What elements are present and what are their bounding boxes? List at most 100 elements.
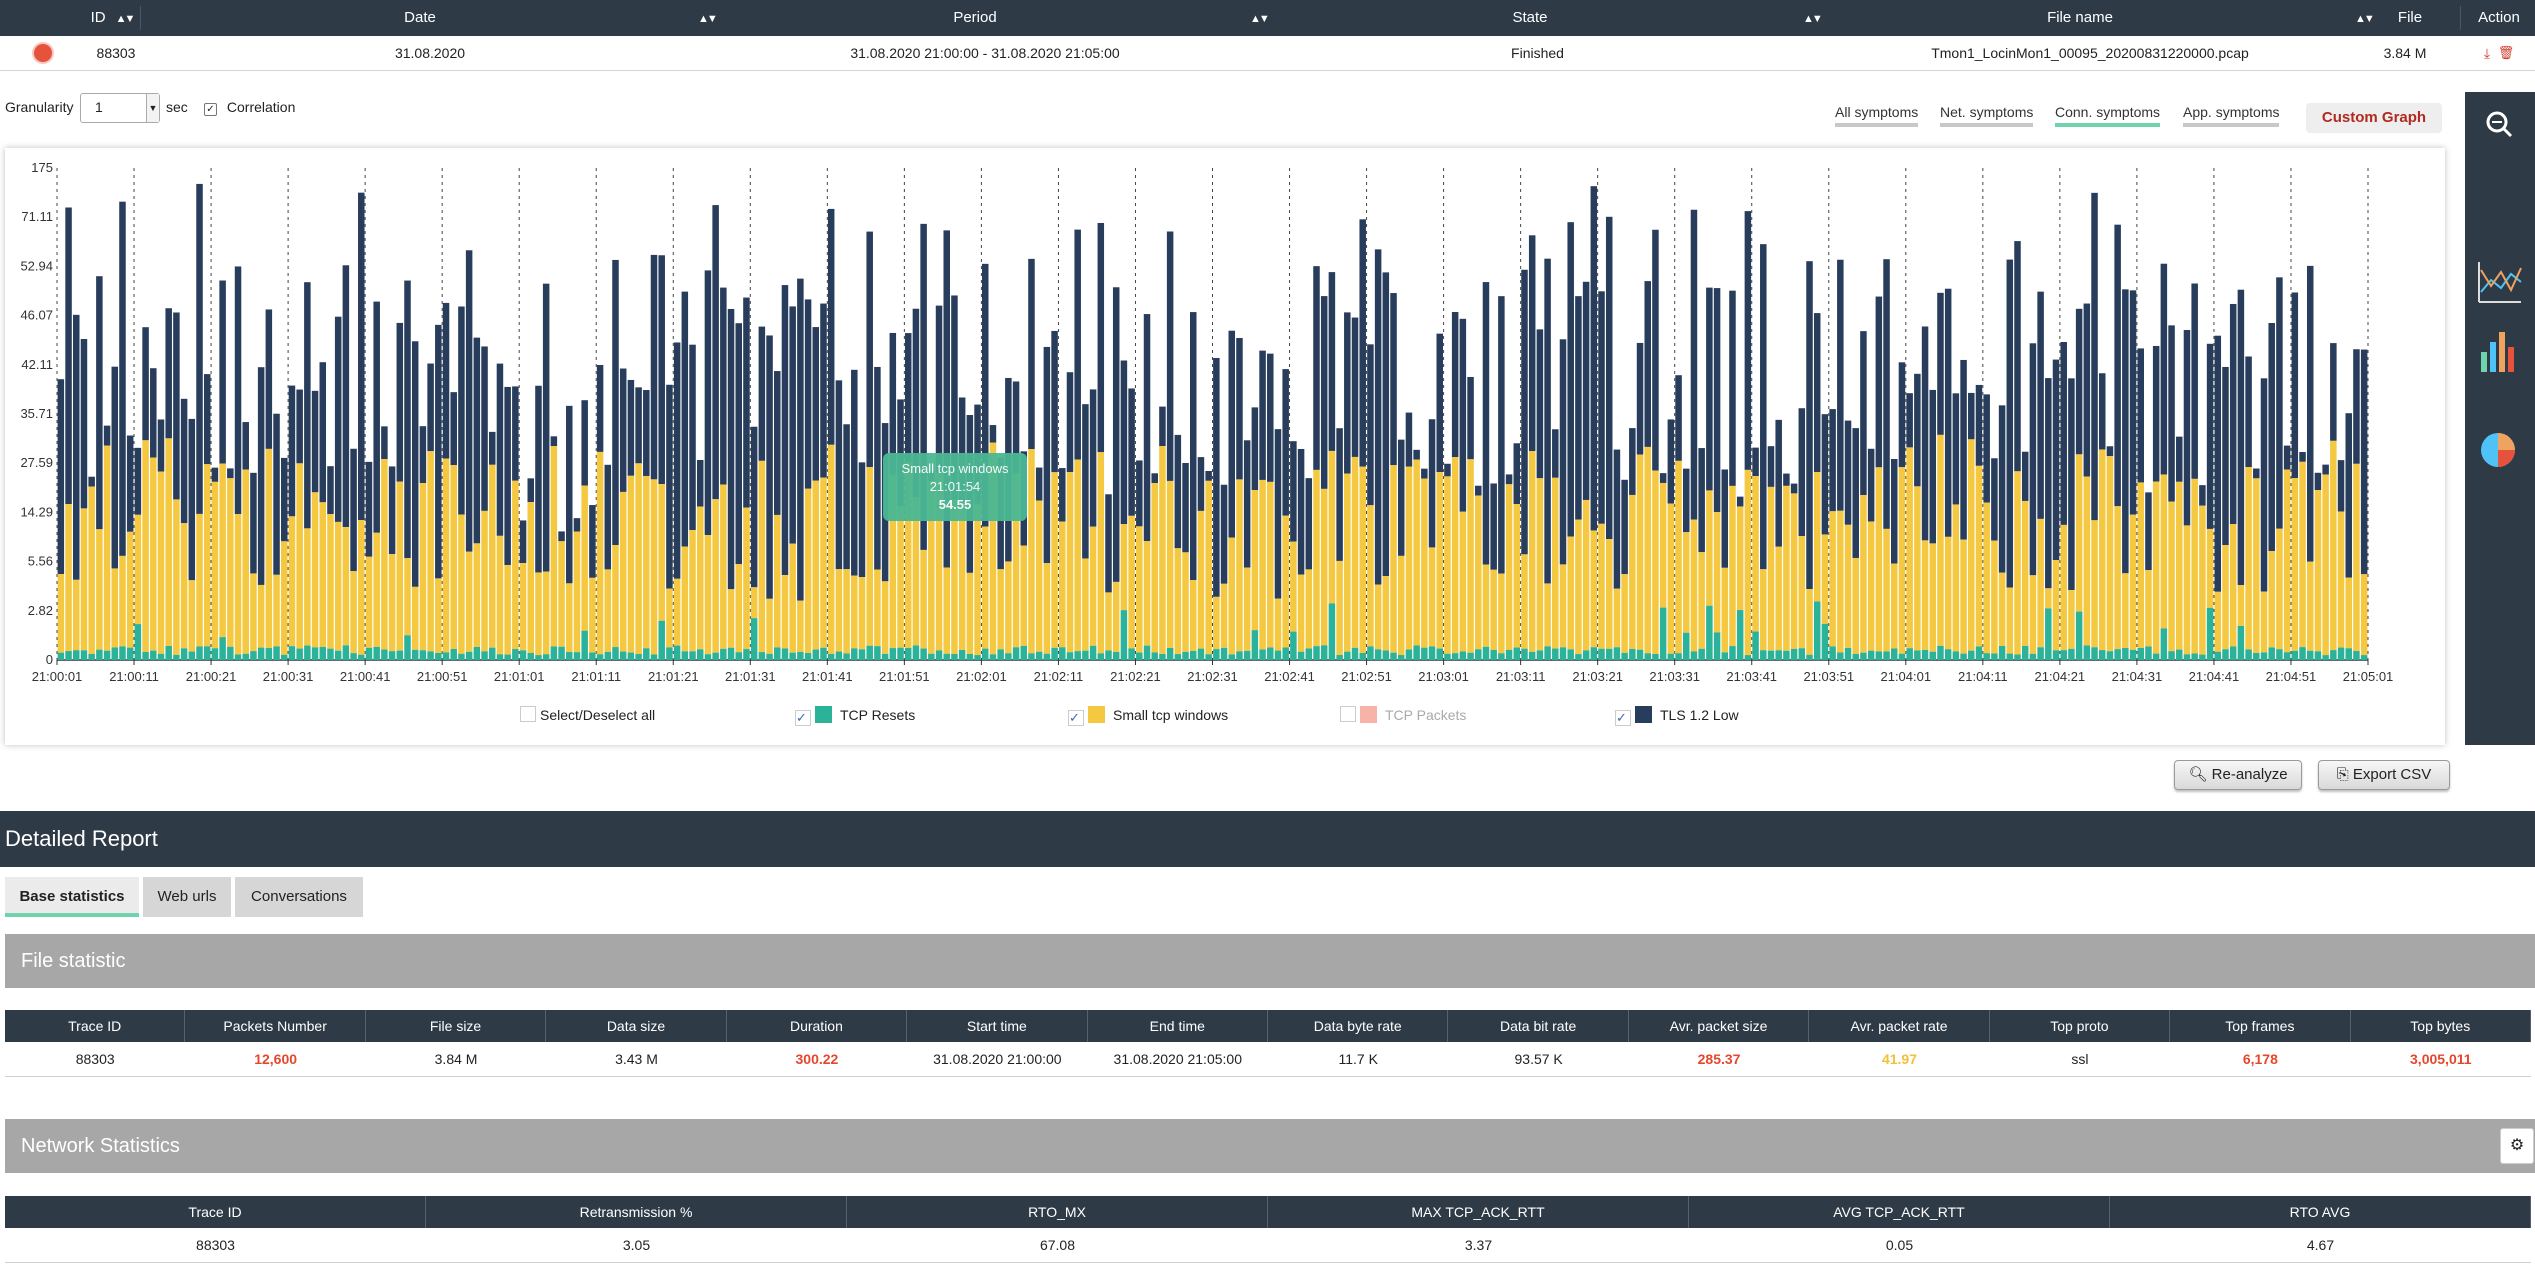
- gear-icon[interactable]: ⚙: [2500, 1128, 2534, 1164]
- bar-small-tcp-windows: [227, 478, 234, 647]
- sort-icon[interactable]: ▲▼: [115, 13, 136, 25]
- bar-tls-low: [2068, 378, 2075, 591]
- line-chart-icon[interactable]: [2478, 262, 2522, 303]
- bar-tls-low: [1290, 441, 1297, 542]
- bar-tls-low: [1028, 258, 1035, 450]
- record-status-icon[interactable]: [34, 44, 52, 62]
- sort-icon[interactable]: ▲▼: [2355, 13, 2375, 25]
- tab-conn-symptoms[interactable]: Conn. symptoms: [2055, 104, 2161, 127]
- bar-tls-low: [2283, 445, 2291, 470]
- x-tick-label: 21:03:01: [1418, 669, 1469, 684]
- bar-tcp-resets: [1120, 610, 1128, 660]
- column-header: Trace ID: [5, 1010, 186, 1042]
- col-state-header[interactable]: State: [1512, 9, 1548, 26]
- pie-chart-icon[interactable]: [2481, 433, 2515, 467]
- bar-tls-low: [1921, 326, 1929, 541]
- bar-tls-low: [473, 337, 481, 544]
- bar-tcp-resets: [1428, 646, 1436, 660]
- check-icon[interactable]: ✓: [1615, 710, 1631, 726]
- bar-tcp-resets: [1043, 653, 1051, 660]
- sort-icon[interactable]: ▲▼: [698, 13, 718, 25]
- col-filename-header[interactable]: File name: [2047, 9, 2113, 26]
- bar-small-tcp-windows: [1867, 521, 1875, 651]
- x-tick-label: 21:02:11: [1034, 669, 1084, 684]
- checkbox[interactable]: [520, 706, 536, 722]
- check-icon[interactable]: ✓: [795, 710, 811, 726]
- bar-small-tcp-windows: [1498, 573, 1505, 654]
- bar-tls-low: [758, 326, 766, 461]
- checkbox[interactable]: [1340, 706, 1356, 722]
- bar-tls-low: [2021, 451, 2029, 501]
- col-id-header[interactable]: ID ▲▼: [90, 9, 136, 26]
- legend-tls-low[interactable]: ✓ TLS 1.2 Low: [1615, 706, 1739, 726]
- bar-small-tcp-windows: [1182, 552, 1189, 652]
- session-row[interactable]: 88303 31.08.2020 31.08.2020 21:00:00 - 3…: [0, 36, 2535, 71]
- bar-tls-low: [542, 283, 550, 572]
- download-icon[interactable]: ⤓: [2483, 45, 2491, 61]
- bar-tls-low: [1344, 312, 1351, 474]
- legend-small-tcp-windows[interactable]: ✓ Small tcp windows: [1068, 706, 1229, 726]
- bar-tcp-resets: [920, 648, 927, 660]
- bar-small-tcp-windows: [73, 579, 80, 651]
- bar-tls-low: [1767, 446, 1775, 487]
- bar-tcp-resets: [1498, 653, 1505, 660]
- reanalyze-button[interactable]: 🔍︎ Re-analyze: [2174, 760, 2302, 790]
- bar-tls-low: [1844, 420, 1852, 525]
- legend-tcp-resets[interactable]: ✓ TCP Resets: [795, 706, 916, 726]
- bar-tls-low: [88, 476, 95, 487]
- check-icon[interactable]: ✓: [204, 103, 217, 116]
- bar-tcp-resets: [2360, 655, 2368, 660]
- col-date-header[interactable]: Date: [404, 9, 436, 26]
- bar-chart-icon[interactable]: [2481, 332, 2514, 372]
- bar-tcp-resets: [727, 647, 735, 660]
- bar-tls-low: [2183, 329, 2191, 526]
- bar-small-tcp-windows: [450, 465, 457, 649]
- bar-tls-low: [2291, 292, 2299, 478]
- col-filesize-header[interactable]: File size ▲▼: [2382, 9, 2439, 62]
- bar-tcp-resets: [2045, 608, 2052, 660]
- x-tick-label: 21:02:31: [1187, 669, 1238, 684]
- legend-tcp-packets[interactable]: TCP Packets: [1340, 706, 1466, 723]
- bar-small-tcp-windows: [1367, 505, 1374, 647]
- correlation-checkbox[interactable]: ✓ Correlation: [204, 99, 295, 116]
- tab-conversations[interactable]: Conversations: [235, 877, 363, 917]
- bar-tcp-resets: [1837, 652, 1844, 660]
- bar-small-tcp-windows: [2152, 481, 2160, 654]
- custom-graph-button[interactable]: Custom Graph: [2306, 103, 2442, 133]
- bar-tls-low: [1706, 287, 1713, 491]
- bar-tcp-resets: [619, 651, 627, 660]
- bar-tcp-resets: [2137, 647, 2145, 660]
- granularity-select[interactable]: 1 ▼: [80, 93, 160, 123]
- table-cell: 11.7 K: [1338, 1051, 1378, 1067]
- tab-app-symptoms[interactable]: App. symptoms: [2183, 104, 2280, 127]
- tab-all-symptoms[interactable]: All symptoms: [1835, 104, 1919, 127]
- zoom-icon[interactable]: [2486, 111, 2513, 138]
- bar-tcp-resets: [2245, 649, 2252, 660]
- tab-base-statistics[interactable]: Base statistics: [5, 877, 139, 917]
- symptoms-bar-chart[interactable]: 0 2.82 5.56 14.29 27.59 35.71 42.11 46.07 52.94 7…: [5, 148, 2445, 745]
- tooltip-value: 54.55: [938, 497, 972, 512]
- check-icon[interactable]: ✓: [1068, 710, 1084, 726]
- bar-tcp-resets: [2322, 655, 2329, 660]
- chevron-down-icon[interactable]: ▼: [146, 94, 159, 122]
- trash-icon[interactable]: 🗑: [2497, 45, 2515, 60]
- bar-tcp-resets: [350, 653, 357, 660]
- bar-tls-low: [2029, 343, 2037, 576]
- bar-tls-low: [1205, 470, 1212, 481]
- bar-tls-low: [265, 309, 273, 449]
- bar-tcp-resets: [1297, 651, 1305, 660]
- bar-tcp-resets: [342, 645, 350, 660]
- tab-net-symptoms[interactable]: Net. symptoms: [1940, 104, 2034, 127]
- session-file-name[interactable]: Tmon1_LocinMon1_00095_20200831220000.pca…: [1931, 45, 2249, 61]
- col-period-header[interactable]: Period: [953, 9, 997, 26]
- export-csv-button[interactable]: ⎘ Export CSV: [2318, 760, 2450, 790]
- bar-tcp-resets: [1413, 645, 1420, 660]
- bar-small-tcp-windows: [1575, 519, 1582, 655]
- bar-small-tcp-windows: [889, 474, 897, 649]
- legend-select-all[interactable]: Select/Deselect all: [520, 706, 655, 723]
- bar-tcp-resets: [1136, 652, 1143, 660]
- bar-tls-low: [627, 379, 635, 476]
- sort-icon[interactable]: ▲▼: [1803, 13, 1823, 25]
- sort-icon[interactable]: ▲▼: [1250, 13, 1270, 25]
- tab-web-urls[interactable]: Web urls: [143, 877, 231, 917]
